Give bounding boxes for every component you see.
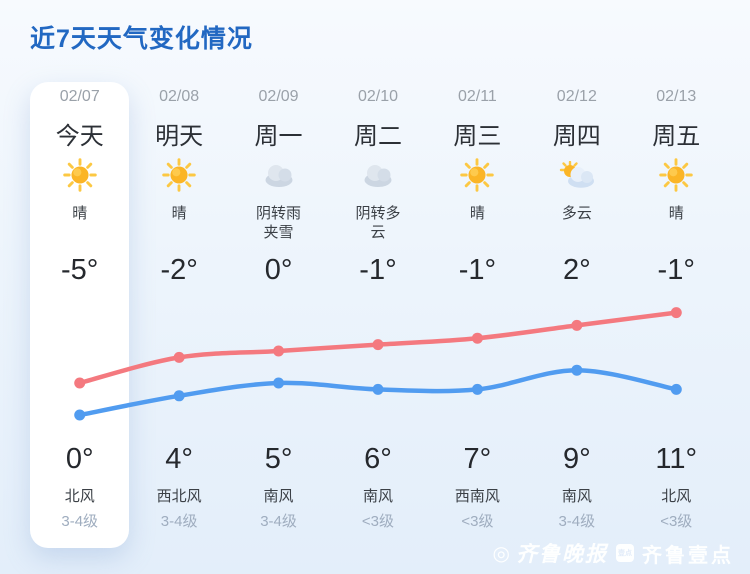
day-column-today[interactable]: 02/07 今天 晴 -5° 0° 北风 3-4级 (30, 82, 129, 542)
date-label: 02/11 (457, 88, 497, 105)
day-column[interactable]: 02/09 周一 阴转雨夹雪 0° 5° 南风 3-4级 (229, 82, 328, 542)
wind-direction: 北风 (64, 487, 95, 505)
day-column[interactable]: 02/13 周五 晴 -1° 11° 北风 <3级 (627, 82, 726, 542)
sun-icon (161, 157, 197, 198)
bottom-temp: 9° (562, 442, 591, 475)
sun-icon (62, 157, 98, 198)
date-label: 02/08 (159, 88, 200, 105)
wind-direction: 北风 (661, 487, 692, 505)
date-label: 02/10 (357, 88, 398, 105)
wind-direction: 西南风 (454, 487, 500, 505)
bottom-temp: 5° (264, 442, 293, 475)
page-title: 近7天天气变化情况 (30, 25, 253, 53)
top-temp: 0° (264, 253, 293, 286)
qilu-evening-news-logo: ◎ 齐鲁晚报 (493, 538, 608, 568)
app-name: 齐鲁壹点 (642, 544, 734, 567)
wind-level: <3级 (660, 513, 693, 530)
wind-level: <3级 (461, 513, 494, 530)
top-temp: -5° (61, 253, 99, 286)
date-label: 02/07 (59, 88, 100, 105)
forecast-grid: 02/07 今天 晴 -5° 0° 北风 3-4级 02/08 明天 (0, 82, 750, 542)
weather-desc: 晴 (668, 205, 684, 222)
cloud-icon (360, 162, 396, 193)
cloud-icon (261, 162, 297, 193)
wind-direction: 南风 (561, 487, 592, 505)
wind-level: 3-4级 (61, 513, 99, 530)
day-column[interactable]: 02/12 周四 多云 2° 9° 南风 3-4级 (527, 82, 626, 542)
sun-icon (658, 157, 694, 198)
bottom-temp: 11° (655, 442, 698, 475)
weather-desc: 晴 (469, 205, 485, 222)
wind-level: 3-4级 (260, 513, 297, 530)
weather-desc: 晴 (171, 205, 187, 222)
day-label: 周一 (254, 122, 303, 150)
day-label: 今天 (55, 122, 104, 150)
wind-direction: 西北风 (156, 487, 202, 505)
day-column[interactable]: 02/08 明天 晴 -2° 4° 西北风 3-4级 (129, 82, 228, 542)
top-temp: -1° (657, 253, 695, 286)
weather-desc: 晴 (72, 205, 88, 222)
watermark: ◎ 齐鲁晚报 壹点 齐鲁壹点 (493, 538, 734, 568)
weather-desc: 阴转雨夹雪 (256, 205, 302, 241)
bottom-temp: 6° (364, 442, 392, 475)
top-temp: -1° (458, 253, 497, 286)
top-temp: -2° (160, 253, 198, 286)
date-label: 02/13 (656, 88, 697, 105)
day-column[interactable]: 02/11 周三 晴 -1° 7° 西南风 <3级 (428, 82, 527, 542)
wind-direction: 南风 (362, 487, 393, 505)
qilu-logo-icon: ◎ (492, 541, 512, 565)
wind-level: <3级 (361, 513, 395, 530)
wind-level: 3-4级 (558, 513, 596, 530)
wind-level: 3-4级 (160, 513, 198, 530)
day-label: 明天 (155, 122, 204, 150)
newspaper-name: 齐鲁晚报 (516, 541, 608, 566)
bottom-temp: 0° (65, 442, 94, 475)
wind-direction: 南风 (263, 487, 294, 505)
day-label: 周三 (453, 122, 502, 150)
day-column[interactable]: 02/10 周二 阴转多云 -1° 6° 南风 <3级 (328, 82, 427, 542)
day-label: 周五 (652, 122, 701, 150)
bottom-temp: 4° (165, 442, 193, 475)
yidian-app-icon: 壹点 (616, 544, 634, 562)
forecast-widget: 02/07 今天 晴 -5° 0° 北风 3-4级 02/08 明天 (0, 82, 750, 548)
sun-cloud-icon (558, 160, 596, 194)
date-label: 02/12 (556, 88, 597, 105)
weather-desc: 阴转多云 (355, 205, 401, 241)
top-temp: -1° (359, 253, 397, 286)
date-label: 02/09 (258, 88, 299, 105)
top-temp: 2° (562, 253, 591, 286)
bottom-temp: 7° (463, 442, 492, 475)
sun-icon (459, 157, 495, 198)
weather-desc: 多云 (561, 205, 592, 222)
day-label: 周二 (353, 122, 402, 150)
day-label: 周四 (552, 122, 601, 150)
